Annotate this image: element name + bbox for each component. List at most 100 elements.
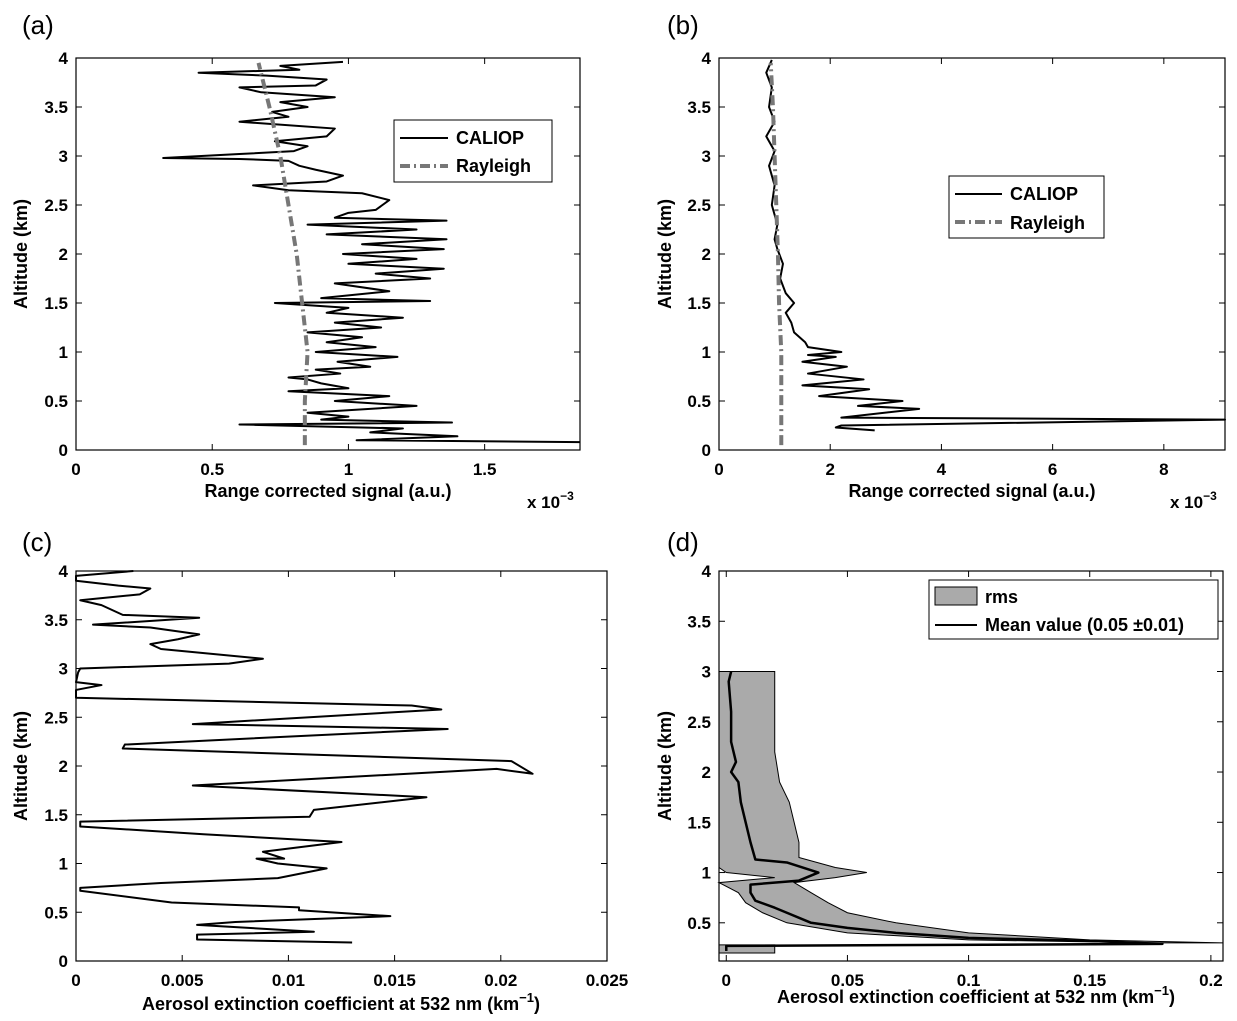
panel-c-ytick-label-3: 1.5 bbox=[44, 806, 68, 825]
panel-b-ytick-label-4: 2 bbox=[702, 245, 711, 264]
panel-d-ytick-label-7: 4 bbox=[702, 562, 712, 581]
panel-d-xlabel: Aerosol extinction coefficient at 532 nm… bbox=[777, 983, 1175, 1007]
panel-b-ytick-label-8: 4 bbox=[702, 49, 712, 68]
panel-a: (a) 0 0.5 1 1.5 0 0.5 1 1.5 2 2.5 3 3.5 4 Range corr… bbox=[11, 10, 581, 512]
panel-d-ylabel: Altitude (km) bbox=[655, 711, 675, 821]
panel-b-multiplier-exp: −3 bbox=[1203, 489, 1217, 503]
panel-d-ytick-label-0: 0.5 bbox=[687, 914, 711, 933]
panel-b-ytick-label-3: 1.5 bbox=[687, 294, 711, 313]
panel-a-ylabel: Altitude (km) bbox=[11, 199, 31, 309]
panel-b-legend-rayleigh: Rayleigh bbox=[1010, 213, 1085, 233]
panel-a-series-rayleigh bbox=[256, 62, 310, 446]
panel-b: (b) 0 2 4 6 8 0 0.5 1 1.5 2 2.5 3 3.5 4 Range correct… bbox=[655, 10, 1226, 512]
panel-b-xtick-label-0: 0 bbox=[714, 460, 723, 479]
panel-c-xlabel: Aerosol extinction coefficient at 532 nm… bbox=[142, 990, 540, 1014]
panel-c-label: (c) bbox=[22, 527, 52, 557]
panel-a-ytick-label-1: 0.5 bbox=[44, 392, 68, 411]
panel-a-multiplier: x 10−3 bbox=[527, 489, 574, 512]
panel-d-legend: rms Mean value (0.05 ±0.01) bbox=[928, 579, 1219, 640]
panel-a-label: (a) bbox=[22, 10, 54, 40]
panel-b-label: (b) bbox=[667, 10, 699, 40]
panel-a-ytick-label-2: 1 bbox=[59, 343, 68, 362]
panel-b-series-rayleigh bbox=[768, 62, 784, 446]
panel-b-multiplier-base: x 10 bbox=[1170, 493, 1203, 512]
panel-c-xlabel-sup: −1 bbox=[519, 990, 534, 1005]
panel-b-ytick-label-5: 2.5 bbox=[687, 196, 711, 215]
panel-d-xtick-label-0: 0 bbox=[722, 971, 731, 990]
panel-d-xlabel-tail: ) bbox=[1169, 987, 1175, 1007]
panel-b-ytick-label-2: 1 bbox=[702, 343, 711, 362]
panel-c-frame bbox=[75, 570, 608, 962]
panel-a-multiplier-exp: −3 bbox=[560, 489, 574, 503]
panel-c-marks bbox=[75, 570, 534, 944]
panel-d-legend-mean: Mean value (0.05 ±0.01) bbox=[985, 615, 1184, 635]
panel-c-xtick-label-1: 0.005 bbox=[161, 971, 204, 990]
panel-a-ytick-label-5: 2.5 bbox=[44, 196, 68, 215]
panel-a-xlabel: Range corrected signal (a.u.) bbox=[204, 481, 451, 501]
panel-a-multiplier-base: x 10 bbox=[527, 493, 560, 512]
panel-b-marks bbox=[765, 59, 1226, 446]
panel-d-xtick-label-4: 0.2 bbox=[1199, 971, 1223, 990]
panel-d-rms-band bbox=[717, 671, 1224, 944]
panel-b-legend: CALIOP Rayleigh bbox=[948, 175, 1105, 239]
panel-c-ytick-label-7: 3.5 bbox=[44, 611, 68, 630]
panel-b-ytick-label-1: 0.5 bbox=[687, 392, 711, 411]
panel-b-xtick-label-1: 2 bbox=[825, 460, 834, 479]
panel-d-ytick-label-2: 1.5 bbox=[687, 813, 711, 832]
panel-c: (c) 0 0.005 0.01 0.015 0.02 0.025 0 0.5 1 1.5 2 2.5… bbox=[11, 527, 628, 1014]
panel-d-ytick-label-1: 1 bbox=[702, 864, 711, 883]
panel-a-xtick-label-3: 1.5 bbox=[473, 460, 497, 479]
panel-c-ylabel: Altitude (km) bbox=[11, 711, 31, 821]
panel-c-xlabel-main: Aerosol extinction coefficient at 532 nm… bbox=[142, 994, 519, 1014]
panel-a-xtick-label-1: 0.5 bbox=[200, 460, 224, 479]
panel-a-legend-box bbox=[393, 119, 553, 183]
panel-b-xtick-label-3: 6 bbox=[1048, 460, 1057, 479]
panel-a-ticks: 0 0.5 1 1.5 0 0.5 1 1.5 2 2.5 3 3.5 4 bbox=[44, 49, 580, 479]
panel-c-xtick-label-4: 0.02 bbox=[484, 971, 517, 990]
panel-d-label: (d) bbox=[667, 527, 699, 557]
panel-c-xtick-label-5: 0.025 bbox=[586, 971, 629, 990]
panel-a-xtick-label-2: 1 bbox=[344, 460, 353, 479]
panel-a-ytick-label-4: 2 bbox=[59, 245, 68, 264]
panel-a-legend-caliop: CALIOP bbox=[456, 128, 524, 148]
panel-a-ytick-label-0: 0 bbox=[59, 441, 68, 460]
panel-c-ytick-label-4: 2 bbox=[59, 757, 68, 776]
panel-c-xtick-label-3: 0.015 bbox=[373, 971, 416, 990]
panel-d-ytick-label-3: 2 bbox=[702, 763, 711, 782]
panel-d-ytick-label-4: 2.5 bbox=[687, 713, 711, 732]
panel-a-frame bbox=[75, 57, 581, 451]
panel-a-series-caliop bbox=[162, 60, 581, 444]
panel-a-ytick-label-8: 4 bbox=[59, 49, 69, 68]
panel-b-multiplier: x 10−3 bbox=[1170, 489, 1217, 512]
panel-c-series-line bbox=[75, 570, 534, 944]
panel-d-xlabel-sup: −1 bbox=[1154, 983, 1169, 998]
panel-d-legend-rms-swatch bbox=[934, 586, 978, 606]
panel-a-ytick-label-7: 3.5 bbox=[44, 98, 68, 117]
panel-c-ytick-label-2: 1 bbox=[59, 855, 68, 874]
panel-d: (d) 0 0.05 0.1 0.15 0.2 0.5 1 1.5 2 2.5 3 3.5 4 Aero… bbox=[655, 527, 1224, 1007]
panel-d-xtick-label-3: 0.15 bbox=[1073, 971, 1106, 990]
panel-d-frame bbox=[718, 570, 1224, 962]
panel-a-ytick-label-6: 3 bbox=[59, 147, 68, 166]
panel-b-ytick-label-6: 3 bbox=[702, 147, 711, 166]
panel-d-ytick-label-6: 3.5 bbox=[687, 612, 711, 631]
panel-c-ytick-label-5: 2.5 bbox=[44, 708, 68, 727]
panel-c-xtick-label-2: 0.01 bbox=[272, 971, 305, 990]
panel-b-ticks: 0 2 4 6 8 0 0.5 1 1.5 2 2.5 3 3.5 4 bbox=[687, 49, 1225, 479]
panel-b-xlabel: Range corrected signal (a.u.) bbox=[848, 481, 1095, 501]
panel-c-ticks: 0 0.005 0.01 0.015 0.02 0.025 0 0.5 1 1.5 2 2.5 3 3.5… bbox=[44, 562, 628, 990]
panel-c-ytick-label-0: 0 bbox=[59, 952, 68, 971]
panel-d-ytick-label-5: 3 bbox=[702, 663, 711, 682]
panel-a-xtick-label-0: 0 bbox=[71, 460, 80, 479]
panel-a-ytick-label-3: 1.5 bbox=[44, 294, 68, 313]
panel-b-series-caliop bbox=[765, 59, 1226, 432]
panel-d-xtick-label-1: 0.05 bbox=[831, 971, 864, 990]
panel-c-xlabel-tail: ) bbox=[534, 994, 540, 1014]
panel-d-marks bbox=[717, 671, 1224, 954]
panel-c-xtick-label-0: 0 bbox=[71, 971, 80, 990]
panel-a-marks bbox=[162, 60, 581, 446]
panel-c-ytick-label-1: 0.5 bbox=[44, 903, 68, 922]
panel-b-xtick-label-4: 8 bbox=[1159, 460, 1168, 479]
panel-c-ytick-label-6: 3 bbox=[59, 660, 68, 679]
